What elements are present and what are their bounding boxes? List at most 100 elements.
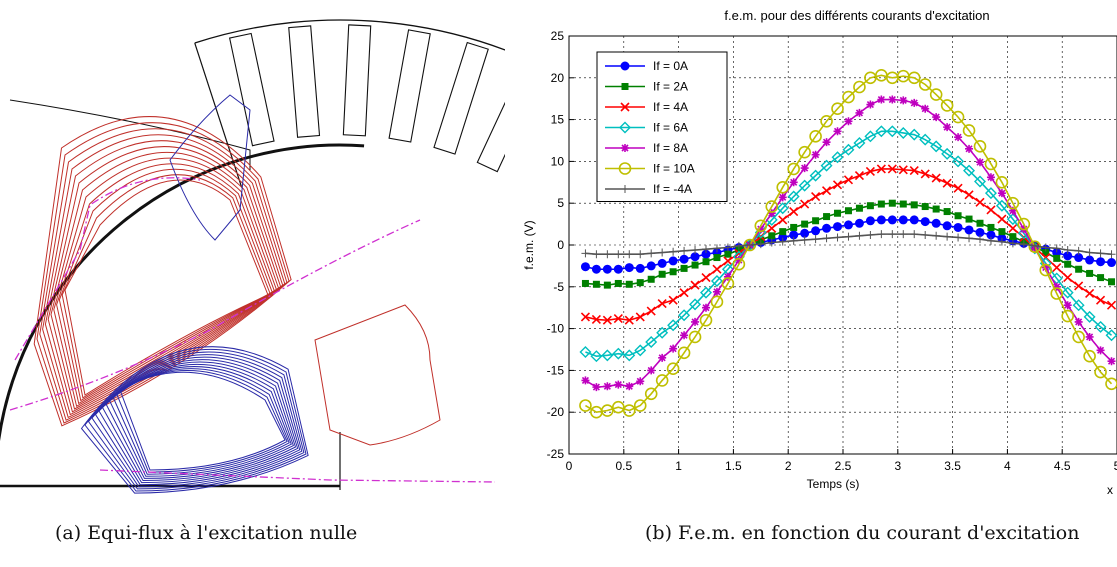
series-point [984, 157, 998, 171]
series-point [680, 331, 689, 340]
series-point [973, 140, 987, 153]
series-point [636, 250, 645, 259]
series-point [767, 238, 776, 247]
series-point [601, 349, 614, 362]
series-point [591, 314, 601, 324]
series-point [831, 102, 844, 116]
series-point [995, 199, 1008, 212]
flux-line-blue [119, 371, 286, 471]
series-point [700, 286, 712, 299]
series-point [853, 137, 866, 149]
series-point [603, 382, 612, 391]
air-gap-arc [0, 143, 365, 442]
x-tick-label: 3.5 [944, 459, 961, 473]
series-point [579, 346, 592, 358]
stator-flux-red [314, 304, 441, 446]
x-tick-label: 3 [894, 459, 901, 473]
x-tick-label: 4 [1004, 459, 1011, 473]
series-point [699, 313, 713, 327]
series-point [866, 202, 874, 210]
series-point [1105, 377, 1117, 391]
series-point [1008, 223, 1018, 233]
series-point [931, 173, 941, 183]
series-point [768, 232, 776, 240]
series-point [645, 335, 658, 348]
legend-marker [620, 61, 630, 71]
series-point [701, 273, 711, 283]
series-point [690, 280, 700, 290]
flux-line-blue [98, 359, 299, 484]
series-point [908, 128, 921, 141]
series-point [778, 215, 788, 225]
series-point [666, 362, 680, 376]
series-point [899, 230, 908, 239]
series-point [580, 262, 590, 272]
pole-boundary-magenta [99, 469, 496, 483]
series-point [921, 230, 930, 239]
series-point [811, 150, 820, 159]
series-point [1050, 287, 1064, 300]
flux-line-blue [91, 354, 303, 488]
series-point [646, 261, 656, 271]
series-point [1085, 255, 1095, 265]
series-point [712, 264, 722, 274]
series-point [1085, 288, 1095, 299]
series-point [964, 225, 974, 235]
series-point [787, 162, 800, 176]
flux-diagram-svg [0, 19, 811, 494]
series-point [1096, 249, 1105, 258]
series-point [612, 400, 625, 414]
flux-line-blue [108, 366, 292, 477]
slot-outline [433, 41, 489, 155]
series-point [592, 250, 601, 259]
legend-label: If = 4A [653, 100, 688, 114]
series-point [920, 169, 930, 179]
legend-marker [618, 162, 632, 175]
series-point [579, 399, 592, 412]
x-tick-label: 5 [1114, 459, 1117, 473]
series-point [657, 298, 667, 309]
flux-line-blue [115, 370, 288, 473]
series-point [1052, 244, 1061, 253]
series-point [921, 203, 929, 211]
flux-line-blue [94, 356, 301, 486]
series-point [603, 250, 612, 259]
series-point [919, 133, 932, 146]
legend-marker [619, 121, 631, 134]
series-point [887, 215, 897, 225]
series-point [776, 181, 790, 194]
series-point [997, 237, 1006, 246]
series-point [876, 164, 886, 174]
series-point [1095, 295, 1106, 305]
series-point [778, 193, 787, 202]
series-point [658, 353, 667, 362]
pole-boundary-magenta [14, 177, 201, 361]
series-point [1008, 239, 1017, 248]
series-point [820, 114, 833, 128]
series-point [1008, 206, 1017, 215]
series-point [787, 190, 800, 203]
legend-entry: If = 4A [605, 100, 688, 114]
series-point [954, 133, 963, 142]
series-point [809, 169, 822, 182]
series-point [943, 123, 952, 132]
series-point [635, 312, 645, 322]
series-point [932, 231, 941, 240]
stator-flux-blue [169, 94, 251, 241]
series-point [909, 166, 919, 176]
series-point [721, 277, 735, 290]
series-point [1061, 286, 1074, 299]
series-point [647, 249, 656, 258]
legend-marker [620, 102, 630, 112]
series-point [976, 235, 984, 244]
series-point [634, 344, 647, 357]
series-point [710, 295, 724, 309]
slot-outline [228, 32, 275, 147]
series-point [997, 189, 1006, 198]
y-axis-label: f.e.m. (V) [522, 220, 536, 269]
series-point [647, 366, 656, 375]
flux-line-blue [101, 361, 297, 482]
series-point [811, 226, 821, 236]
series-point [789, 236, 798, 245]
series-point [702, 258, 710, 266]
